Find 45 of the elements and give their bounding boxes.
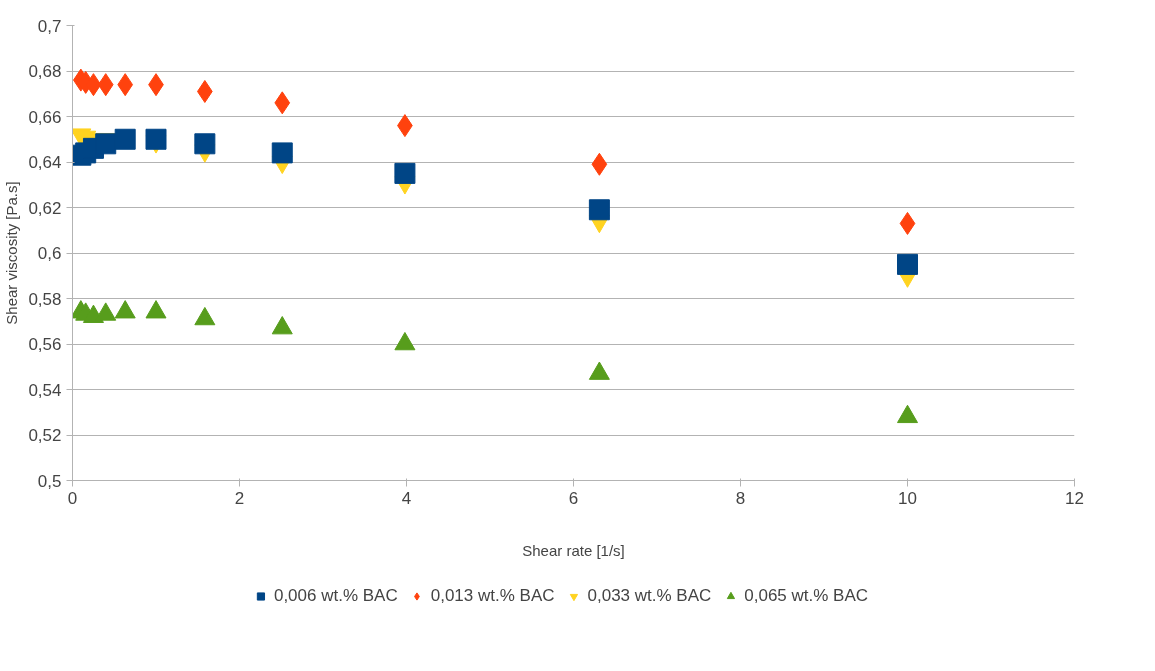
y-tick-label: 0,66 (28, 107, 62, 127)
point (194, 133, 216, 155)
point (588, 361, 610, 380)
y-tick-label: 0,54 (28, 380, 62, 400)
y-tick-label: 0,7 (37, 16, 62, 36)
x-tick-label: 4 (401, 488, 412, 508)
y-tick-label: 0,62 (28, 198, 62, 218)
point (394, 162, 416, 184)
point (899, 211, 916, 235)
y-tick-label: 0,64 (28, 153, 62, 172)
point (897, 404, 918, 424)
x-tick-label: 2 (234, 488, 245, 508)
point (274, 91, 291, 115)
point (114, 300, 136, 319)
point (145, 128, 167, 150)
x-tick-label: 6 (568, 488, 579, 508)
legend-label: 0,033 wt.% BAC (587, 586, 712, 606)
x-tick-label: 0 (67, 488, 78, 508)
y-tick-label: 0,52 (28, 426, 62, 445)
legend-label: 0,006 wt.% BAC (273, 586, 398, 606)
y-tick-label: 0,58 (28, 289, 62, 309)
point (95, 302, 117, 321)
point (114, 128, 136, 150)
x-tick-label: 8 (735, 488, 746, 508)
x-tick-label: 12 (1065, 488, 1084, 508)
point (85, 73, 102, 97)
legend-label: 0,013 wt.% BAC (430, 586, 555, 606)
point (897, 253, 918, 275)
point (194, 306, 216, 326)
legend-label: 0,065 wt.% BAC (744, 586, 869, 606)
x-tick-label: 10 (898, 488, 917, 508)
point (394, 331, 416, 351)
point (145, 300, 167, 319)
y-axis-title: Shear viscosity [Pa.s] (3, 181, 21, 325)
point (588, 199, 610, 221)
y-tick-label: 0,5 (37, 471, 62, 491)
point (97, 73, 114, 97)
y-tick-label: 0,56 (28, 335, 62, 354)
point (591, 152, 608, 176)
x-axis-title: Shear rate [1/s] (522, 541, 625, 559)
point (117, 73, 134, 97)
y-tick-label: 0,68 (28, 62, 62, 81)
y-tick-label: 0,6 (37, 244, 62, 263)
point (271, 316, 293, 335)
point (271, 142, 293, 164)
